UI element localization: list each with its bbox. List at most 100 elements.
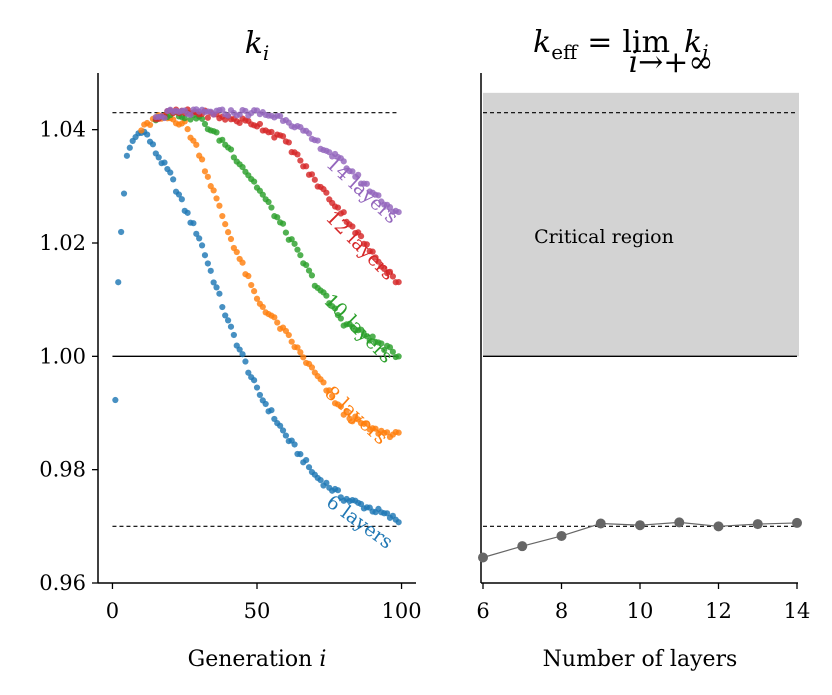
data-point (167, 169, 174, 176)
right-title-subscript: eff (551, 40, 579, 64)
k-eff-point (713, 521, 724, 532)
data-point (207, 267, 214, 274)
data-point (242, 107, 249, 115)
left-y-tick-label: 0.96 (39, 571, 86, 595)
data-point (383, 429, 391, 436)
data-point (239, 164, 246, 171)
data-point (343, 409, 350, 416)
data-point (120, 190, 128, 197)
data-point (349, 418, 356, 425)
data-point (355, 171, 362, 178)
data-point (222, 221, 229, 228)
data-point (282, 432, 290, 439)
data-point (279, 220, 287, 227)
data-point (294, 246, 301, 253)
data-point (303, 261, 310, 269)
data-point (251, 178, 258, 185)
data-point (369, 248, 376, 255)
data-point (320, 379, 327, 386)
data-point (112, 396, 119, 404)
k-eff-point (478, 552, 488, 563)
data-point (236, 111, 243, 118)
data-point (161, 114, 168, 122)
right-x-axis-label: Number of layers (543, 647, 738, 672)
data-point (213, 129, 220, 136)
data-point (178, 196, 185, 203)
right-title-tail: k (684, 25, 702, 60)
data-point (305, 130, 313, 137)
data-point (386, 344, 394, 351)
data-point (155, 154, 162, 161)
data-point (219, 303, 226, 311)
data-point (277, 112, 284, 120)
data-point (317, 477, 324, 484)
data-point (389, 273, 396, 280)
data-point (187, 116, 194, 123)
data-point (311, 176, 318, 183)
data-point (219, 106, 226, 113)
data-point (213, 284, 220, 291)
data-point (308, 272, 316, 279)
data-point (268, 204, 275, 211)
data-point (239, 259, 246, 266)
data-point (184, 209, 191, 216)
data-point (233, 248, 240, 256)
data-point (219, 212, 226, 220)
series-10-layers (152, 108, 402, 361)
data-point (259, 303, 266, 311)
data-point (308, 364, 316, 371)
data-point (198, 156, 206, 163)
data-point (149, 141, 157, 148)
data-point (274, 214, 281, 221)
data-point (236, 119, 243, 127)
left-title-subscript: i (263, 41, 269, 65)
data-point (227, 323, 235, 330)
data-point (334, 487, 342, 494)
left-y-tick-label: 1.00 (39, 344, 86, 368)
data-point (201, 252, 209, 259)
data-point (363, 180, 370, 187)
data-point (329, 392, 336, 400)
k-eff-point (517, 541, 528, 552)
data-point (193, 141, 200, 148)
data-point (323, 292, 330, 299)
data-point (118, 228, 125, 236)
data-point (375, 192, 382, 199)
data-point (144, 131, 151, 138)
k-eff-point (792, 517, 802, 528)
data-point (386, 268, 394, 275)
data-point (190, 220, 197, 227)
series-14-layers (152, 106, 402, 216)
data-point (395, 519, 402, 526)
critical-region-label: Critical region (534, 226, 674, 248)
data-point (224, 112, 232, 119)
k-eff-point (752, 519, 763, 530)
k-eff-point (635, 520, 645, 531)
data-point (268, 407, 275, 414)
left-y-tick-label: 1.02 (39, 231, 86, 255)
left-x-tick-label: 100 (381, 599, 421, 623)
data-point (222, 312, 229, 319)
data-point (256, 391, 263, 399)
data-point (198, 115, 206, 122)
k-eff-point (595, 518, 606, 529)
data-point (170, 176, 177, 183)
data-point (357, 233, 365, 240)
data-point (389, 348, 396, 355)
data-point (282, 229, 290, 236)
data-point (378, 340, 385, 347)
data-point (395, 208, 402, 216)
data-point (245, 369, 252, 376)
data-point (198, 242, 206, 249)
data-point (187, 111, 194, 118)
data-point (224, 317, 232, 324)
data-point (305, 464, 313, 471)
data-point (201, 168, 209, 175)
data-point (227, 146, 235, 153)
data-point (288, 236, 295, 243)
data-point (285, 139, 292, 146)
data-point (375, 258, 382, 265)
series-8-layers (138, 112, 402, 441)
right-chart-title: keff = lim ki (533, 25, 709, 64)
